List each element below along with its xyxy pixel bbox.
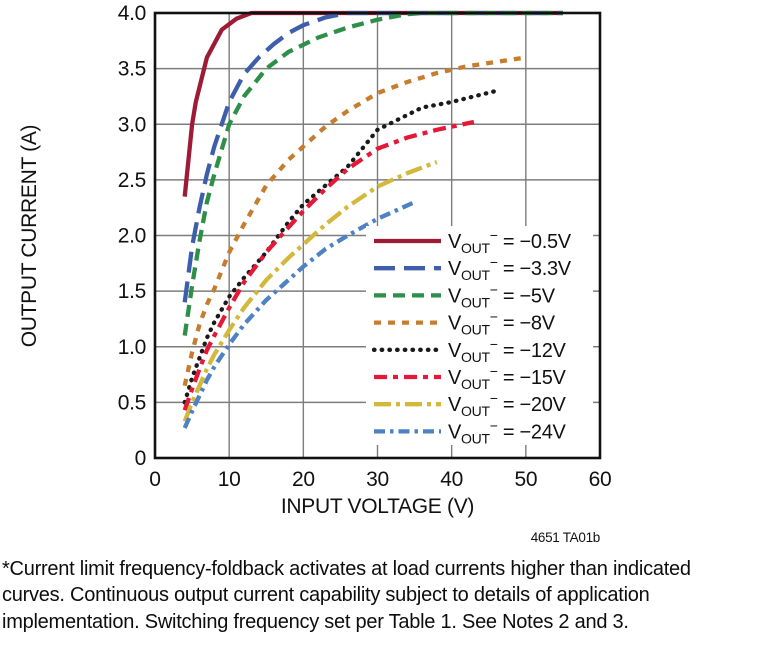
legend-label-−3.3V: VOUT− = −3.3V [448,254,572,283]
y-tick-label-0.5: 0.5 [118,391,146,414]
figure-code: 4651 TA01b [531,530,600,545]
y-tick-label-0: 0 [135,447,146,470]
y-tick-label-3.0: 3.0 [118,113,146,136]
plot-frame [153,11,602,460]
legend-label-−8V: VOUT− = −8V [448,309,556,338]
legend-background [366,226,593,445]
output-current-vs-input-voltage-chart: 0 0.5 1.0 1.5 2.0 2.5 3.0 3.5 4.0 0 10 20 30 40 50 60 OU… [18,2,612,545]
legend-label-−5V: VOUT− = −5V [448,281,556,310]
legend-label-−0.5V: VOUT− = −0.5V [448,227,572,256]
series-curve-−15V [182,119,475,411]
footnote-line-3: implementation. Switching frequency set … [2,610,629,633]
y-tick-label-4.0: 4.0 [118,2,146,25]
legend-label-−12V: VOUT− = −12V [448,336,567,365]
x-tick-label-20: 20 [292,468,315,491]
footnote: *Current limit frequency-foldback activa… [2,556,758,635]
x-tick-label-60: 60 [589,468,612,491]
y-tick-label-1.5: 1.5 [118,280,146,303]
x-tick-label-0: 0 [149,468,160,491]
legend-label-−15V: VOUT− = −15V [448,363,567,392]
x-tick-label-10: 10 [218,468,241,491]
legend-label-−20V: VOUT− = −20V [448,390,567,419]
x-axis-label: INPUT VOLTAGE (V) [281,495,474,518]
y-axis-label: OUTPUT CURRENT (A) [18,125,41,348]
y-tick-label-3.5: 3.5 [118,58,146,81]
x-tick-label-40: 40 [440,468,463,491]
y-tick-label-2.0: 2.0 [118,225,146,248]
legend-label-−24V: VOUT− = −24V [448,417,567,446]
x-tick-label-30: 30 [366,468,389,491]
y-tick-label-2.5: 2.5 [118,169,146,192]
series-curve-−20V [182,160,438,423]
footnote-line-2: curves. Continuous output current capabi… [2,584,650,607]
series-curve-−12V [182,88,499,405]
footnote-line-1: *Current limit frequency-foldback activa… [2,558,691,580]
series-curve-−3.3V [182,10,563,303]
x-tick-label-50: 50 [514,468,537,491]
series-curve-−5V [182,10,563,336]
series-curve-−24V [182,200,416,429]
y-tick-label-1.0: 1.0 [118,336,146,359]
